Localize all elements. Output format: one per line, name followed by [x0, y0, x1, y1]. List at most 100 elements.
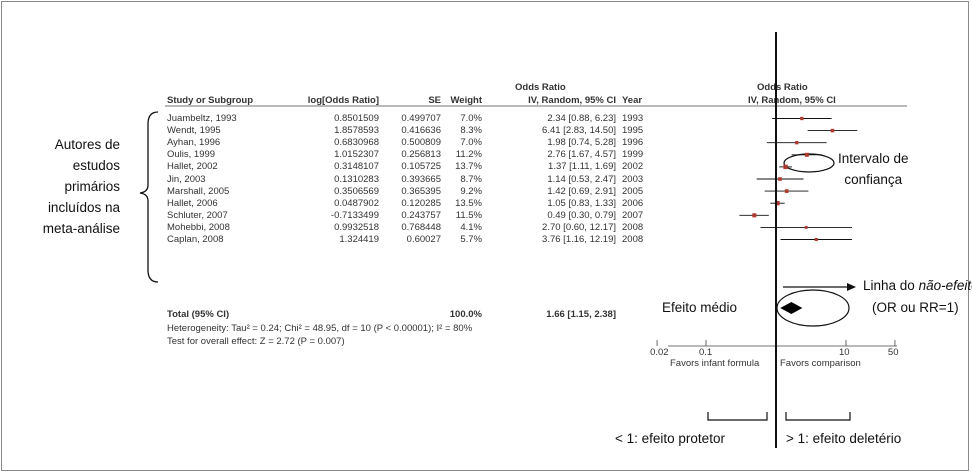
se-value: 0.60027 — [406, 234, 441, 245]
ci-line-2: confiança — [844, 172, 903, 187]
weight-value: 4.1% — [460, 221, 482, 233]
se-value: 0.243757 — [401, 209, 441, 221]
year-value: 2007 — [622, 209, 644, 221]
study-marker — [752, 213, 757, 218]
total-label: Total (95% CI) — [167, 309, 230, 320]
weight-value: 13.7% — [455, 161, 482, 173]
study-marker — [800, 116, 804, 121]
log-or-value: 0.8501509 — [334, 113, 379, 124]
study-marker — [783, 164, 788, 170]
log-or-value: 0.3148107 — [334, 161, 379, 173]
favors-left-label: Favors infant formula — [670, 358, 760, 369]
heterogeneity-text: Heterogeneity: Tau² = 0.24; Chi² = 48.95… — [167, 323, 473, 334]
no-effect-arrowhead — [847, 283, 856, 291]
year-value: 1999 — [622, 149, 644, 161]
se-value: 0.105725 — [401, 161, 441, 173]
year-value: 2003 — [622, 173, 644, 185]
log-or-value: 0.6830968 — [334, 137, 379, 149]
protective-bracket — [707, 412, 768, 421]
weight-value: 7.0% — [460, 113, 482, 124]
header-log-or: log[Odds Ratio] — [307, 95, 379, 106]
study-marker — [830, 128, 835, 133]
year-value: 2008 — [622, 221, 644, 233]
ci-value: 2.70 [0.60, 12.17] — [542, 221, 616, 233]
year-value: 2005 — [622, 185, 644, 197]
se-value: 0.500809 — [401, 137, 441, 149]
header-ci: IV, Random, 95% CI — [528, 95, 616, 106]
weight-value: 11.5% — [455, 209, 482, 221]
authors-line-1: Autores de — [54, 137, 120, 152]
favors-right-label: Favors comparison — [780, 358, 861, 369]
table-row: Schluter, 2007 -0.7133499 0.243757 11.5% 0.4… — [0, 210, 972, 222]
study-name: Wendt, 1995 — [167, 125, 221, 137]
study-marker — [784, 189, 789, 193]
study-name: Schluter, 2007 — [167, 209, 228, 221]
axis-tick-label: 10 — [839, 347, 850, 358]
ci-value: 6.41 [2.83, 14.50] — [542, 125, 616, 137]
year-value: 2006 — [622, 197, 644, 209]
study-name: Caplan, 2008 — [167, 234, 224, 245]
se-value: 0.120285 — [401, 197, 441, 209]
header-year: Year — [622, 95, 643, 106]
table-row: Oulis, 1999 1.0152307 0.256813 11.2% 2.76 [1… — [0, 149, 972, 161]
pooled-diamond — [780, 302, 803, 314]
overall-effect-text: Test for overall effect: Z = 2.72 (P = 0… — [167, 336, 345, 347]
ci-ellipse — [783, 153, 835, 173]
axis-tick-label: 0.02 — [650, 347, 669, 358]
deleterious-bracket — [785, 412, 851, 421]
total-weight: 100.0% — [449, 309, 482, 320]
study-name: Mohebbi, 2008 — [167, 221, 230, 233]
log-or-value: 0.3506569 — [334, 185, 379, 197]
table-row: Mohebbi, 2008 0.9932518 0.768448 4.1% 2.70 [… — [0, 222, 972, 234]
se-value: 0.256813 — [401, 149, 441, 161]
protective-annotation: < 1: efeito protetor — [615, 431, 725, 446]
mean-effect-annotation: Efeito médio — [662, 300, 738, 315]
weight-value: 8.3% — [460, 125, 482, 137]
study-name: Juambeltz, 1993 — [167, 113, 237, 124]
header-study: Study or Subgroup — [167, 95, 254, 106]
study-name: Ayhan, 1996 — [167, 137, 221, 149]
authors-line-3: primários — [64, 179, 120, 194]
study-name: Marshall, 2005 — [167, 185, 230, 197]
plot-header-group: Odds Ratio — [757, 82, 808, 93]
weight-value: 9.2% — [460, 185, 482, 197]
se-value: 0.768448 — [401, 221, 441, 233]
se-value: 0.499707 — [401, 113, 441, 124]
authors-line-2: estudos — [72, 158, 120, 173]
no-effect-annotation: Linha do não-efeito — [863, 278, 972, 293]
ci-value: 1.14 [0.53, 2.47] — [547, 173, 616, 185]
study-name: Hallet, 2002 — [167, 161, 218, 173]
weight-value: 13.5% — [455, 197, 482, 209]
log-or-value: 0.1310283 — [334, 173, 379, 185]
authors-line-4: incluídos na — [47, 200, 120, 215]
se-value: 0.365395 — [401, 185, 441, 197]
year-value: 1993 — [622, 113, 644, 124]
table-row: Jin, 2003 0.1310283 0.393665 8.7% 1.14 [0.53… — [0, 174, 972, 186]
log-or-value: 0.0487902 — [334, 197, 379, 209]
study-marker — [795, 141, 799, 145]
se-value: 0.393665 — [401, 173, 441, 185]
ci-line-1: Intervalo de — [838, 151, 909, 166]
authors-line-5: meta-análise — [42, 221, 120, 236]
log-or-value: 1.0152307 — [334, 149, 379, 161]
no-effect-italic: não-efeito — [918, 278, 972, 293]
study-marker — [778, 177, 782, 181]
study-name: Oulis, 1999 — [167, 149, 216, 161]
total-ci: 1.66 [1.15, 2.38] — [546, 309, 616, 320]
year-value: 2002 — [622, 161, 644, 173]
table-row: Hallet, 2006 0.0487902 0.120285 13.5% 1.05 [… — [0, 198, 972, 210]
table-row: Juambeltz, 1993 0.8501509 0.499707 7.0% 2.34… — [0, 113, 972, 125]
axis-tick-label: 50 — [887, 347, 899, 358]
ci-annotation: Intervalo de confiança — [838, 148, 909, 190]
table-row: Caplan, 2008 1.324419 0.60027 5.7% 3.76 [1.1… — [0, 234, 972, 246]
weight-value: 7.0% — [460, 137, 482, 149]
ci-value: 0.49 [0.30, 0.79] — [547, 209, 616, 221]
ci-value: 2.34 [0.88, 6.23] — [547, 113, 616, 124]
ci-value: 1.42 [0.69, 2.91] — [547, 185, 616, 197]
se-value: 0.416636 — [401, 125, 441, 137]
header-or-group: Odds Ratio — [515, 82, 566, 93]
study-marker — [775, 201, 780, 206]
year-value: 2008 — [622, 234, 644, 245]
